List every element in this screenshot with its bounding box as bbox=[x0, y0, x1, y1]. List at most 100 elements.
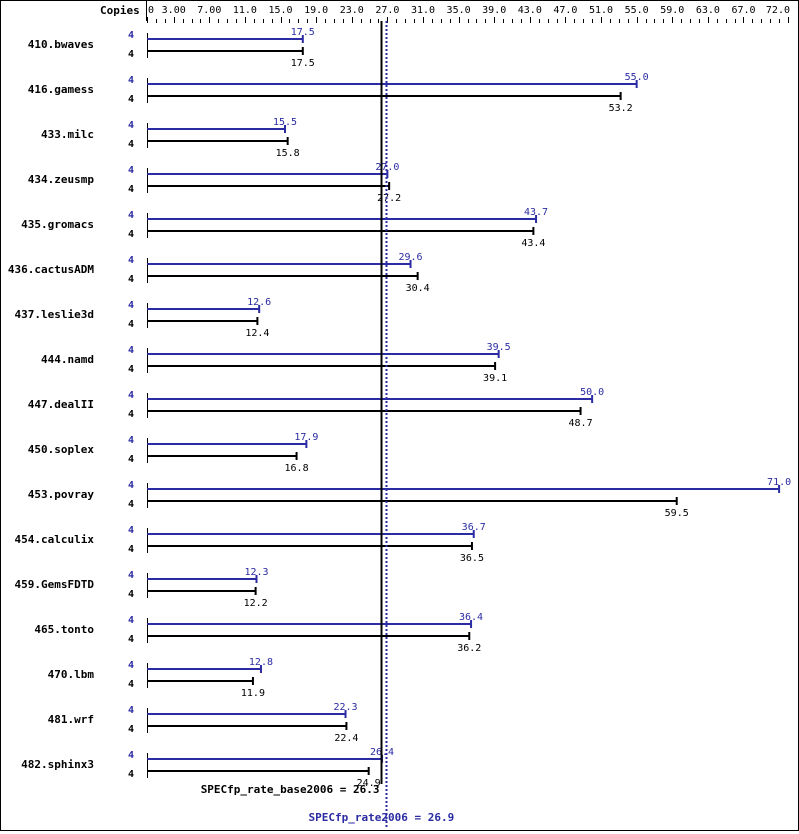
peak-copies: 4 bbox=[128, 75, 134, 86]
peak-value-label: 29.6 bbox=[398, 252, 422, 263]
benchmark-label: 410.bwaves bbox=[28, 38, 94, 51]
peak-value-label: 12.3 bbox=[244, 567, 268, 578]
x-tick-label: 43.0 bbox=[518, 5, 542, 16]
peak-reference-label: SPECfp_rate2006 = 26.9 bbox=[309, 811, 455, 824]
benchmark-label: 433.milc bbox=[41, 128, 94, 141]
base-value-label: 48.7 bbox=[569, 418, 593, 429]
peak-value-label: 12.8 bbox=[249, 657, 273, 668]
x-tick-label: 51.0 bbox=[589, 5, 613, 16]
peak-value-label: 43.7 bbox=[524, 207, 548, 218]
peak-copies: 4 bbox=[128, 390, 134, 401]
benchmark-label: 436.cactusADM bbox=[8, 263, 94, 276]
peak-copies: 4 bbox=[128, 255, 134, 266]
peak-value-label: 12.6 bbox=[247, 297, 271, 308]
base-copies: 4 bbox=[128, 409, 134, 420]
peak-copies: 4 bbox=[128, 165, 134, 176]
base-copies: 4 bbox=[128, 319, 134, 330]
axis-header-copies: Copies bbox=[100, 4, 140, 17]
peak-copies: 4 bbox=[128, 525, 134, 536]
base-copies: 4 bbox=[128, 679, 134, 690]
peak-value-label: 55.0 bbox=[625, 72, 649, 83]
base-copies: 4 bbox=[128, 589, 134, 600]
benchmark-label: 453.povray bbox=[28, 488, 95, 501]
x-tick-label: 19.0 bbox=[304, 5, 328, 16]
benchmark-label: 459.GemsFDTD bbox=[15, 578, 95, 591]
base-copies: 4 bbox=[128, 184, 134, 195]
peak-copies: 4 bbox=[128, 570, 134, 581]
base-value-label: 11.9 bbox=[241, 688, 265, 699]
base-value-label: 17.5 bbox=[291, 58, 315, 69]
peak-copies: 4 bbox=[128, 615, 134, 626]
benchmark-label: 435.gromacs bbox=[21, 218, 94, 231]
peak-copies: 4 bbox=[128, 435, 134, 446]
base-copies: 4 bbox=[128, 229, 134, 240]
benchmark-label: 437.leslie3d bbox=[15, 308, 94, 321]
base-copies: 4 bbox=[128, 94, 134, 105]
base-value-label: 39.1 bbox=[483, 373, 507, 384]
benchmark-label: 447.dealII bbox=[28, 398, 94, 411]
peak-value-label: 36.7 bbox=[462, 522, 486, 533]
peak-copies: 4 bbox=[128, 705, 134, 716]
base-reference-label: SPECfp_rate_base2006 = 26.3 bbox=[201, 783, 380, 796]
benchmark-label: 465.tonto bbox=[34, 623, 94, 636]
peak-copies: 4 bbox=[128, 660, 134, 671]
base-copies: 4 bbox=[128, 139, 134, 150]
x-tick-label: 23.0 bbox=[340, 5, 364, 16]
peak-copies: 4 bbox=[128, 750, 134, 761]
base-value-label: 12.2 bbox=[244, 598, 268, 609]
x-tick-label: 63.0 bbox=[696, 5, 720, 16]
x-tick-label: 31.0 bbox=[411, 5, 435, 16]
base-copies: 4 bbox=[128, 364, 134, 375]
x-tick-label: 67.0 bbox=[731, 5, 755, 16]
benchmark-label: 444.namd bbox=[41, 353, 94, 366]
peak-value-label: 27.0 bbox=[375, 162, 399, 173]
base-copies: 4 bbox=[128, 634, 134, 645]
benchmark-label: 482.sphinx3 bbox=[21, 758, 94, 771]
base-value-label: 12.4 bbox=[245, 328, 269, 339]
peak-value-label: 15.5 bbox=[273, 117, 297, 128]
peak-copies: 4 bbox=[128, 345, 134, 356]
base-value-label: 24.9 bbox=[357, 778, 381, 789]
x-tick-label: 3.00 bbox=[162, 5, 186, 16]
x-tick-label: 11.0 bbox=[233, 5, 257, 16]
peak-value-label: 39.5 bbox=[487, 342, 511, 353]
base-value-label: 16.8 bbox=[285, 463, 309, 474]
peak-copies: 4 bbox=[128, 210, 134, 221]
benchmark-label: 481.wrf bbox=[48, 713, 94, 726]
benchmark-label: 450.soplex bbox=[28, 443, 95, 456]
peak-value-label: 17.9 bbox=[294, 432, 318, 443]
base-value-label: 30.4 bbox=[406, 283, 430, 294]
base-copies: 4 bbox=[128, 769, 134, 780]
x-tick-label: 35.0 bbox=[447, 5, 471, 16]
base-copies: 4 bbox=[128, 454, 134, 465]
peak-value-label: 36.4 bbox=[459, 612, 483, 623]
base-value-label: 22.4 bbox=[334, 733, 358, 744]
x-tick-label: 72.0 bbox=[766, 5, 790, 16]
base-copies: 4 bbox=[128, 724, 134, 735]
base-value-label: 36.2 bbox=[457, 643, 481, 654]
x-tick-label: 15.0 bbox=[268, 5, 292, 16]
base-value-label: 43.4 bbox=[521, 238, 545, 249]
base-copies: 4 bbox=[128, 274, 134, 285]
base-copies: 4 bbox=[128, 49, 134, 60]
base-value-label: 53.2 bbox=[609, 103, 633, 114]
benchmark-label: 470.lbm bbox=[48, 668, 95, 681]
benchmark-label: 454.calculix bbox=[15, 533, 95, 546]
base-value-label: 15.8 bbox=[276, 148, 300, 159]
base-value-label: 36.5 bbox=[460, 553, 484, 564]
x-tick-label: 47.0 bbox=[553, 5, 577, 16]
x-tick-label: 0 bbox=[148, 5, 154, 16]
x-tick-label: 27.0 bbox=[375, 5, 399, 16]
peak-value-label: 22.3 bbox=[333, 702, 357, 713]
peak-copies: 4 bbox=[128, 120, 134, 131]
benchmark-label: 416.gamess bbox=[28, 83, 94, 96]
base-value-label: 59.5 bbox=[665, 508, 689, 519]
x-tick-label: 55.0 bbox=[625, 5, 649, 16]
x-tick-label: 59.0 bbox=[660, 5, 684, 16]
base-value-label: 27.2 bbox=[377, 193, 401, 204]
peak-value-label: 50.0 bbox=[580, 387, 604, 398]
base-copies: 4 bbox=[128, 544, 134, 555]
x-tick-label: 7.00 bbox=[197, 5, 221, 16]
